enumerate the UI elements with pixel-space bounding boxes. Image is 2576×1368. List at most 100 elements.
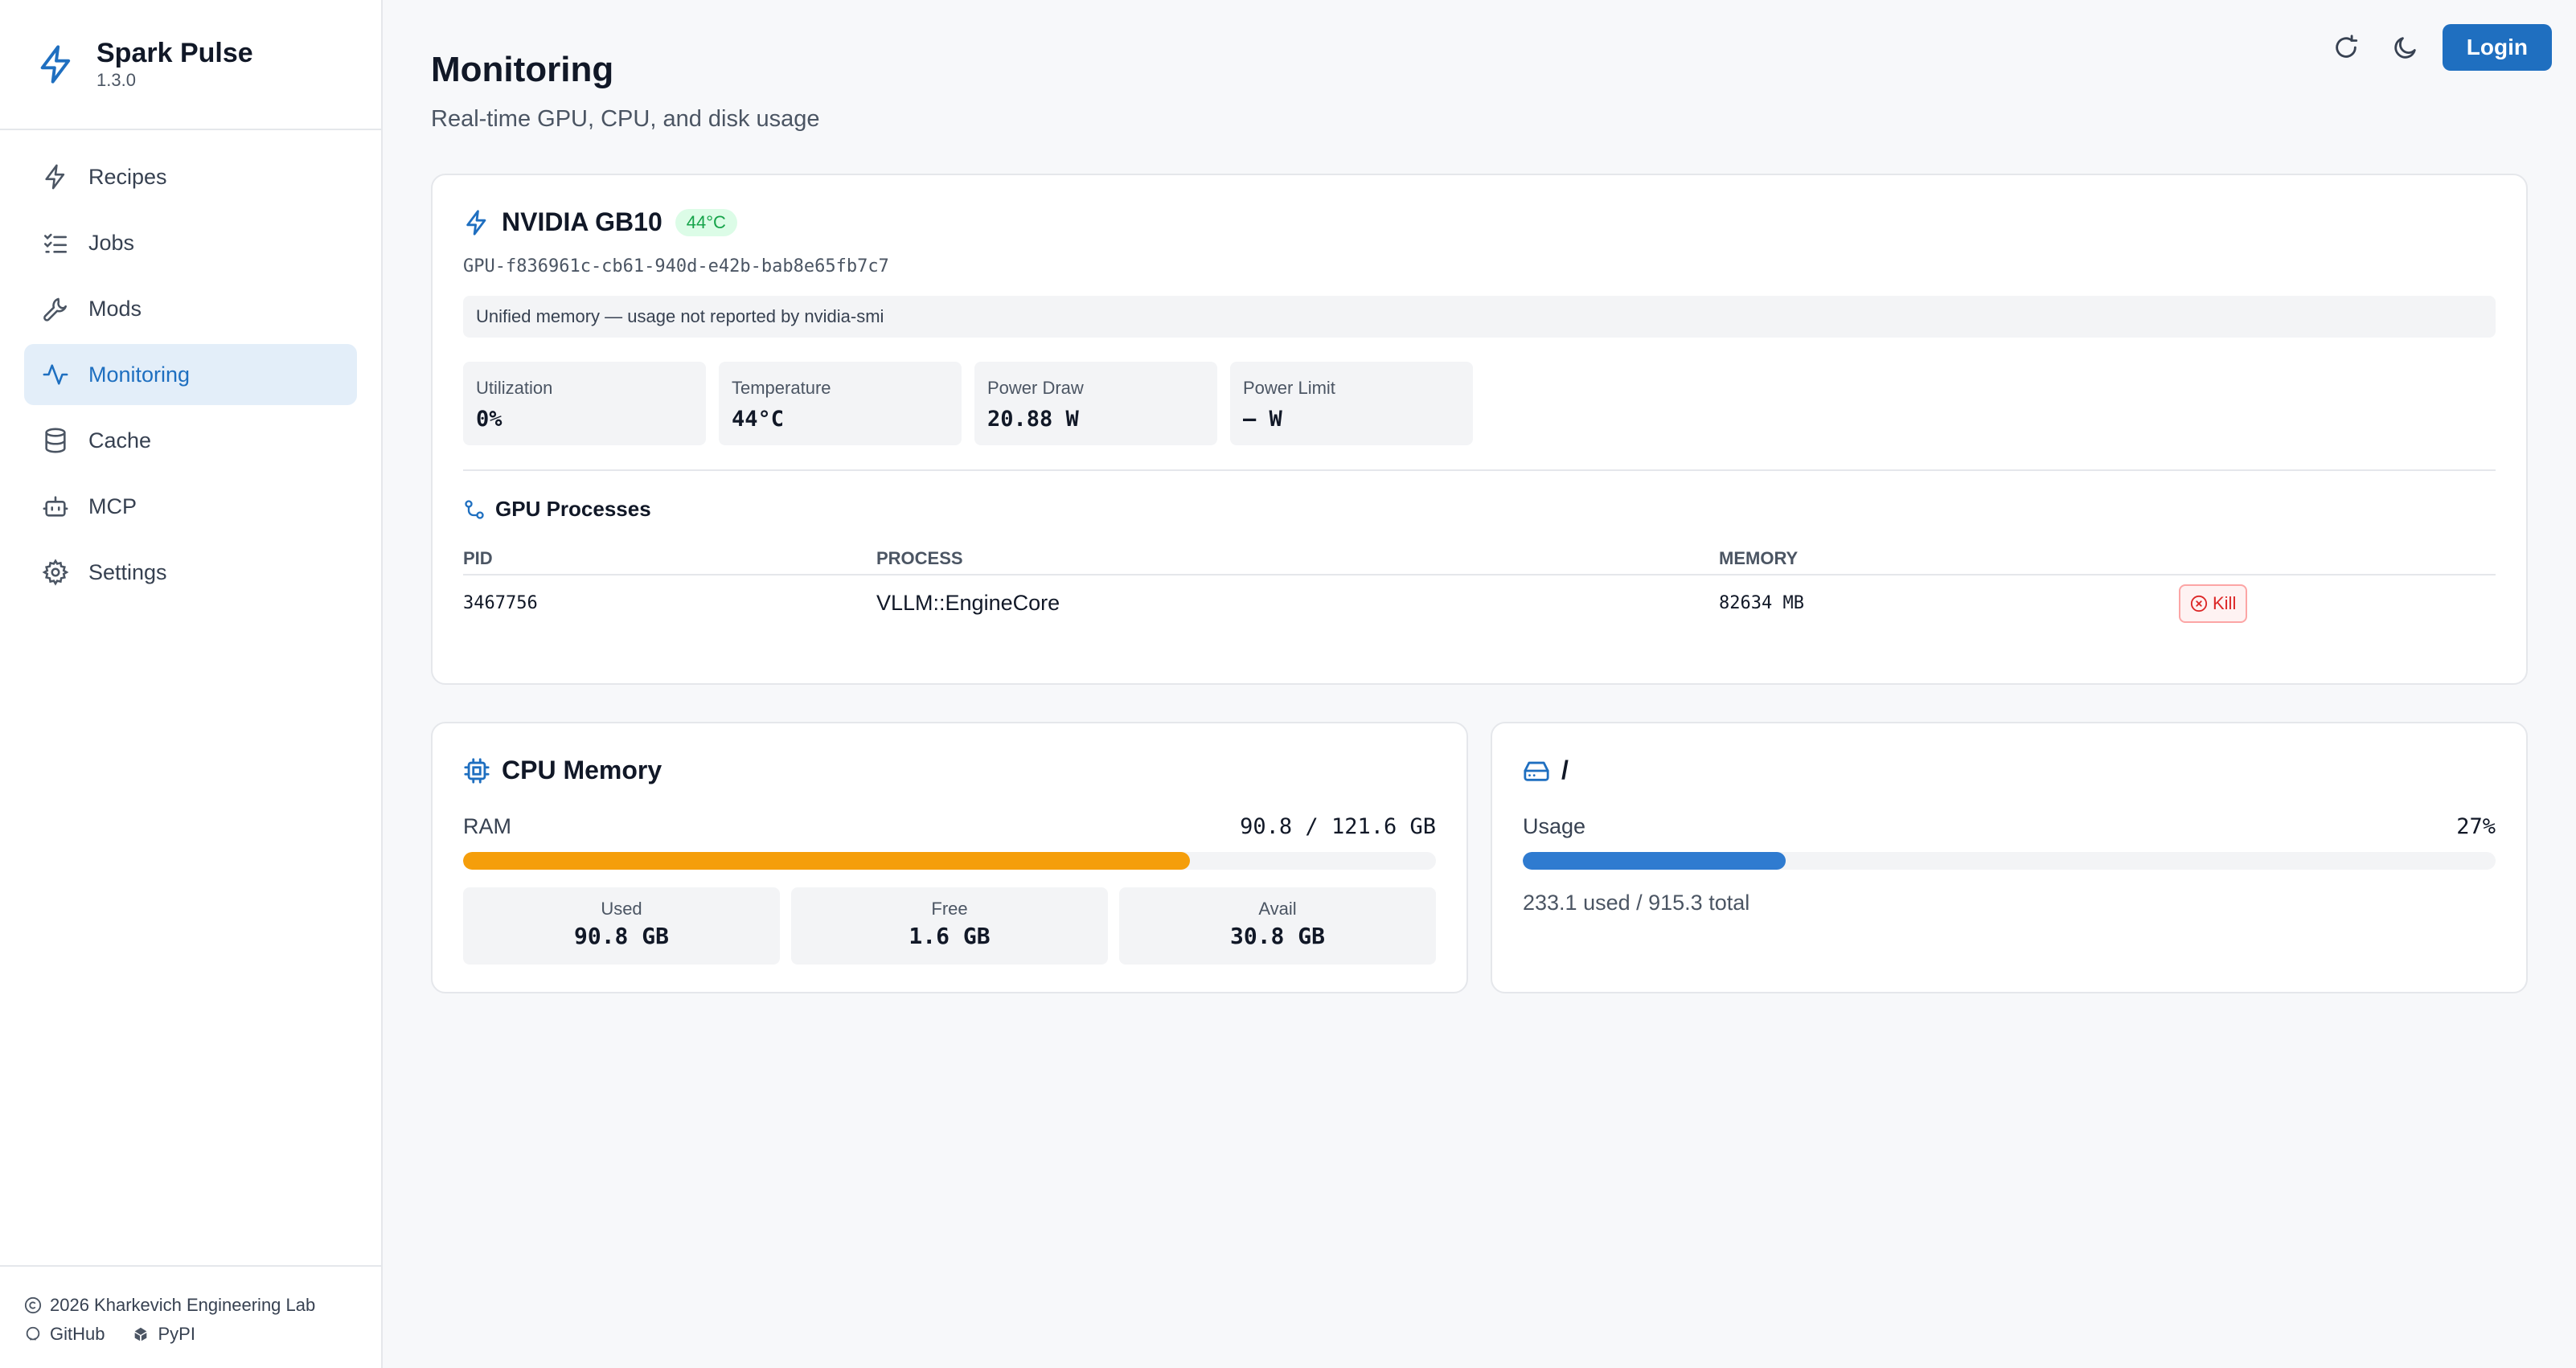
process-memory: 82634 MB	[1719, 593, 1804, 613]
process-pid: 3467756	[463, 593, 538, 613]
disk-usage-label: Usage	[1523, 814, 1586, 838]
stat-temperature: Temperature 44°C	[719, 362, 962, 445]
mem-stat-used: Used 90.8 GB	[463, 887, 780, 965]
disk-card: / Usage 27% 233.1 used / 915.3 total	[1491, 722, 2528, 993]
disk-usage-percent: 27%	[2456, 814, 2496, 839]
sidebar: Spark Pulse 1.3.0 Recipes Jobs Mods Moni…	[0, 0, 383, 1368]
page-subtitle: Real-time GPU, CPU, and disk usage	[431, 106, 820, 132]
moon-icon	[2394, 37, 2416, 59]
gpu-stats: Utilization 0% Temperature 44°C Power Dr…	[463, 362, 2496, 445]
kill-label: Kill	[2213, 592, 2237, 613]
mem-stat-label: Used	[601, 899, 642, 919]
ram-value: 90.8 / 121.6 GB	[1240, 814, 1436, 839]
page-title: Monitoring	[431, 50, 614, 89]
github-icon	[26, 1326, 40, 1341]
sidebar-item-label: Settings	[88, 559, 167, 584]
gpu-uuid: GPU-f836961c-cb61-940d-e42b-bab8e65fb7c7	[463, 256, 889, 276]
cpu-icon	[464, 757, 490, 784]
sidebar-item-recipes[interactable]: Recipes	[24, 146, 357, 207]
disk-mount-title: /	[1561, 756, 1569, 784]
footer-links: GitHub PyPI	[24, 1320, 381, 1349]
sidebar-item-label: MCP	[88, 494, 137, 518]
refresh-button[interactable]	[2324, 25, 2369, 70]
app-name: Spark Pulse	[96, 38, 253, 68]
gear-icon	[42, 559, 69, 586]
process-name: VLLM::EngineCore	[876, 591, 1060, 615]
sidebar-footer: 2026 Kharkevich Engineering Lab GitHub P…	[0, 1265, 381, 1368]
sidebar-item-label: Cache	[88, 428, 152, 453]
disk-progress-fill	[1523, 852, 1786, 870]
github-link[interactable]: GitHub	[24, 1324, 105, 1345]
sidebar-item-label: Jobs	[88, 230, 135, 255]
stat-value: — W	[1243, 407, 1282, 432]
bolt-icon	[45, 164, 65, 190]
gpu-processes-title: GPU Processes	[495, 497, 651, 521]
gpu-memory-note: Unified memory — usage not reported by n…	[463, 296, 2496, 338]
sidebar-item-label: Mods	[88, 296, 142, 321]
mem-stat-free: Free 1.6 GB	[791, 887, 1108, 965]
stat-power-limit: Power Limit — W	[1230, 362, 1473, 445]
column-header-pid: PID	[463, 546, 876, 575]
pypi-label: PyPI	[158, 1324, 195, 1344]
stat-label: Power Draw	[987, 378, 1084, 398]
database-icon	[45, 428, 66, 453]
sidebar-item-label: Monitoring	[88, 362, 191, 387]
ram-label: RAM	[463, 814, 511, 838]
brand: Spark Pulse 1.3.0	[0, 0, 381, 130]
column-header-process: PROCESS	[876, 546, 1719, 575]
memory-stats: Used 90.8 GB Free 1.6 GB Avail 30.8 GB	[463, 887, 1436, 965]
kill-button[interactable]: Kill	[2179, 584, 2248, 623]
stat-power-draw: Power Draw 20.88 W	[974, 362, 1217, 445]
mem-stat-value: 30.8 GB	[1229, 923, 1325, 949]
top-actions: Login	[2324, 24, 2552, 71]
sidebar-item-jobs[interactable]: Jobs	[24, 212, 357, 273]
stat-value: 0%	[476, 407, 502, 432]
mem-stat-value: 1.6 GB	[909, 923, 991, 949]
processes-icon	[465, 499, 484, 519]
hard-drive-icon	[1524, 761, 1549, 781]
sidebar-item-mcp[interactable]: MCP	[24, 476, 357, 537]
sidebar-item-cache[interactable]: Cache	[24, 410, 357, 471]
stat-label: Temperature	[732, 378, 831, 398]
gpu-processes-table: PID PROCESS MEMORY 3467756 VLLM::EngineC…	[463, 546, 2496, 631]
stat-label: Utilization	[476, 378, 553, 398]
column-header-actions	[2179, 546, 2496, 575]
column-header-memory: MEMORY	[1719, 546, 2179, 575]
disk-progress-bar	[1523, 852, 2496, 870]
gpu-card: NVIDIA GB10 44°C GPU-f836961c-cb61-940d-…	[431, 174, 2528, 685]
mem-stat-label: Free	[931, 899, 968, 919]
sidebar-item-monitoring[interactable]: Monitoring	[24, 344, 357, 405]
mem-stat-avail: Avail 30.8 GB	[1119, 887, 1436, 965]
sidebar-nav: Recipes Jobs Mods Monitoring Cache MCP S…	[0, 130, 381, 603]
mem-stat-value: 90.8 GB	[573, 923, 669, 949]
divider	[463, 469, 2496, 471]
stat-utilization: Utilization 0%	[463, 362, 706, 445]
wrench-icon	[43, 297, 68, 322]
x-circle-icon	[2190, 595, 2208, 612]
bolt-icon	[466, 209, 486, 236]
mem-stat-label: Avail	[1258, 899, 1297, 919]
copyright-icon	[24, 1296, 42, 1314]
disk-summary: 233.1 used / 915.3 total	[1523, 891, 1750, 915]
stat-value: 20.88 W	[987, 407, 1079, 432]
refresh-icon	[2336, 35, 2357, 58]
ram-progress-bar	[463, 852, 1436, 870]
gpu-name: NVIDIA GB10	[502, 207, 662, 236]
gpu-temp-badge: 44°C	[675, 208, 737, 236]
login-button[interactable]: Login	[2442, 24, 2552, 71]
sidebar-item-mods[interactable]: Mods	[24, 278, 357, 339]
pypi-link[interactable]: PyPI	[132, 1324, 195, 1345]
app-version: 1.3.0	[96, 70, 136, 90]
stat-label: Power Limit	[1243, 378, 1335, 398]
theme-toggle-button[interactable]	[2383, 25, 2428, 70]
copyright-text: 2026 Kharkevich Engineering Lab	[50, 1295, 316, 1315]
bot-icon	[43, 496, 68, 517]
ram-progress-fill	[463, 852, 1190, 870]
cpu-memory-card: CPU Memory RAM 90.8 / 121.6 GB Used 90.8…	[431, 722, 1468, 993]
copyright: 2026 Kharkevich Engineering Lab	[24, 1291, 381, 1320]
package-icon	[135, 1327, 147, 1341]
table-row: 3467756 VLLM::EngineCore 82634 MB Kill	[463, 575, 2496, 631]
bolt-logo-icon	[40, 45, 71, 84]
sidebar-item-settings[interactable]: Settings	[24, 542, 357, 603]
stat-value: 44°C	[732, 407, 785, 432]
